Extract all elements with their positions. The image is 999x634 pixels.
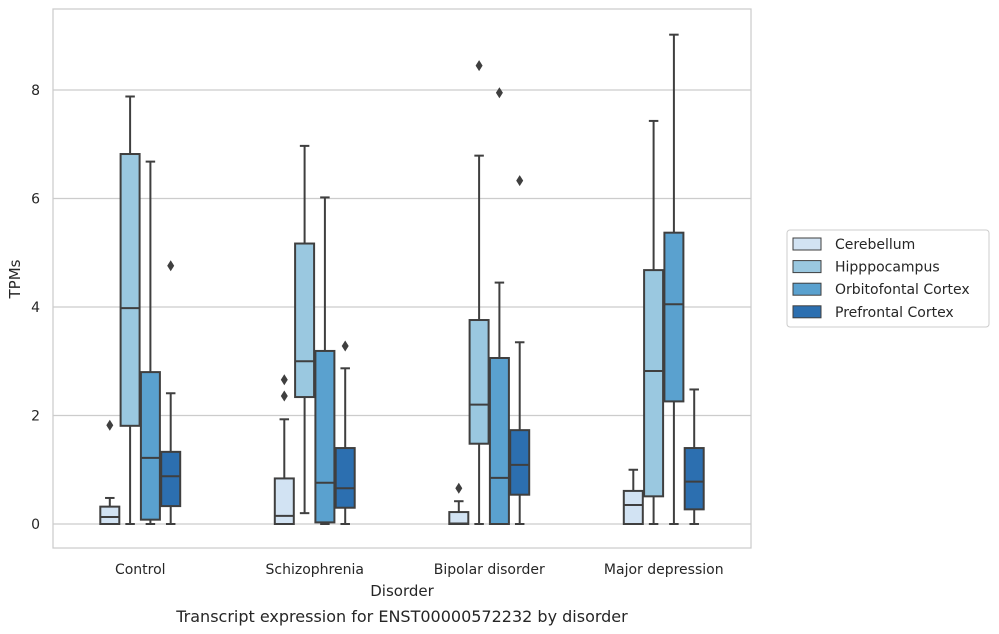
box (119, 153, 141, 427)
box (663, 231, 685, 403)
outlier-point (341, 340, 349, 352)
outlier-point (455, 482, 463, 494)
plot-frame (52, 8, 752, 549)
box (160, 450, 182, 508)
y-tick-label: 0 (31, 517, 40, 533)
box-group (622, 468, 644, 525)
x-tick-label: Schizophrenia (266, 562, 364, 578)
outlier-point (167, 260, 175, 272)
y-tick-label: 8 (31, 83, 40, 99)
legend-swatch (792, 260, 822, 274)
x-tick-labels: Control Schizophrenia Bipolar disorder Majo… (115, 562, 724, 578)
legend-swatch (792, 282, 822, 296)
box (139, 371, 161, 521)
y-tick-label: 6 (31, 192, 40, 208)
box-group (683, 388, 705, 525)
box (622, 489, 644, 525)
y-tick-label: 2 (31, 409, 40, 425)
x-tick-label: Major depression (604, 562, 724, 578)
box-group (448, 482, 470, 526)
x-axis-label: Disorder (370, 582, 434, 600)
box (509, 429, 531, 496)
legend-label: Orbitofontal Cortex (835, 282, 970, 298)
box (334, 447, 356, 509)
box (294, 242, 316, 399)
outlier-point (280, 374, 288, 386)
outlier-point (475, 60, 483, 72)
x-tick-label: Bipolar disorder (434, 562, 545, 578)
box-group (273, 374, 295, 525)
box-group (334, 340, 356, 525)
outlier-point (280, 390, 288, 402)
chart-caption: Transcript expression for ENST0000057223… (175, 607, 628, 626)
box-group (663, 33, 685, 525)
box-group (294, 144, 316, 515)
box (273, 477, 295, 525)
y-axis-label: TPMs (6, 259, 24, 299)
legend-swatch (792, 237, 822, 251)
box (448, 511, 470, 526)
box-group (468, 60, 490, 525)
box (468, 319, 490, 445)
box-group (99, 419, 121, 526)
outlier-point (495, 87, 503, 99)
box-group (314, 196, 336, 525)
box (643, 269, 665, 498)
y-tick-label: 4 (31, 300, 40, 316)
box-group (160, 260, 182, 525)
outlier-point (516, 175, 524, 187)
legend-label: Cerebellum (835, 237, 915, 253)
legend-swatch (792, 305, 822, 319)
y-tick-labels: 0 2 4 6 8 (31, 83, 40, 533)
box-group (509, 175, 531, 525)
outlier-point (106, 419, 114, 431)
box-group (139, 160, 161, 525)
legend-label: Hipppocampus (835, 260, 940, 276)
legend-frame (786, 229, 990, 328)
box-group (119, 95, 141, 525)
legend: Cerebellum Hipppocampus Orbitofontal Corte… (786, 229, 990, 328)
box-group (488, 87, 510, 525)
boxes (99, 33, 705, 526)
box (683, 447, 705, 511)
x-tick-label: Control (115, 562, 166, 578)
box (488, 356, 510, 525)
box (99, 505, 121, 526)
box (314, 349, 336, 524)
legend-label: Prefrontal Cortex (835, 305, 954, 321)
box-group (643, 119, 665, 525)
